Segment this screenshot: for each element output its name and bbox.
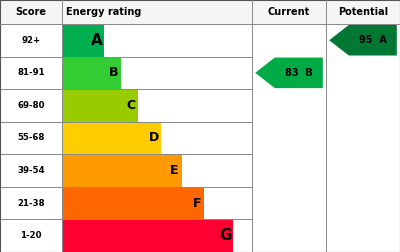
Text: 39-54: 39-54	[17, 166, 45, 175]
Text: 81-91: 81-91	[17, 68, 45, 77]
Bar	[62, 24, 104, 56]
Text: 95  A: 95 A	[359, 35, 387, 45]
Text: Potential: Potential	[338, 7, 388, 17]
Bar	[62, 122, 161, 154]
Text: Energy rating: Energy rating	[66, 7, 141, 17]
Text: F: F	[193, 197, 202, 210]
Text: B: B	[109, 66, 118, 79]
Text: D: D	[148, 132, 159, 144]
Text: C: C	[126, 99, 135, 112]
Bar	[62, 219, 233, 252]
Bar	[62, 154, 182, 187]
Text: E: E	[170, 164, 179, 177]
Text: 21-38: 21-38	[17, 199, 45, 208]
Bar	[62, 89, 138, 122]
Text: 69-80: 69-80	[17, 101, 45, 110]
Text: 55-68: 55-68	[17, 134, 45, 142]
Polygon shape	[255, 57, 323, 88]
Bar	[62, 187, 204, 219]
Text: G: G	[220, 228, 232, 243]
Polygon shape	[329, 25, 397, 55]
Text: Score: Score	[16, 7, 46, 17]
Text: A: A	[91, 33, 102, 48]
Text: 83  B: 83 B	[285, 68, 313, 78]
Text: 92+: 92+	[22, 36, 40, 45]
Bar	[0, 0, 400, 24]
Text: Current: Current	[268, 7, 310, 17]
Text: 1-20: 1-20	[20, 231, 42, 240]
Bar	[62, 56, 121, 89]
